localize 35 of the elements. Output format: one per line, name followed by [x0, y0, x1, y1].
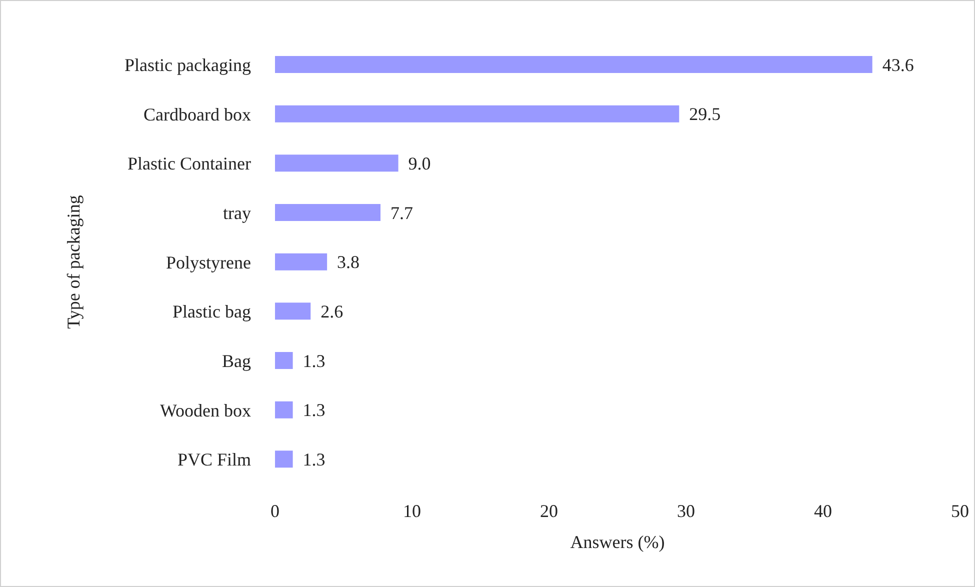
data-label: 1.3	[302, 450, 326, 470]
bar	[275, 352, 293, 369]
y-tick-label: Polystyrene	[166, 252, 251, 272]
bar	[275, 401, 293, 418]
data-label: 29.5	[689, 104, 721, 124]
data-label: 43.6	[882, 54, 914, 75]
y-axis-title: Type of packaging	[63, 195, 84, 329]
y-tick-label: Bag	[222, 351, 251, 372]
y-tick-label: Plastic bag	[172, 302, 251, 322]
x-tick-label: 30	[677, 500, 695, 521]
x-axis-title: Answers (%)	[570, 532, 665, 552]
data-label: 2.6	[320, 302, 344, 322]
bar	[275, 253, 328, 270]
y-tick-label: Plastic packaging	[124, 55, 251, 76]
y-tick-label: PVC Film	[177, 450, 251, 470]
bar	[275, 450, 293, 468]
x-tick-label: 50	[951, 500, 969, 521]
bar	[275, 105, 680, 122]
bar	[275, 154, 398, 172]
data-label: 1.3	[302, 350, 326, 371]
y-tick-label: Plastic Container	[128, 154, 251, 174]
x-tick-label: 40	[814, 500, 832, 521]
bar	[275, 56, 872, 73]
data-label: 9.0	[408, 154, 431, 174]
x-tick-label: 20	[540, 500, 558, 521]
bar	[275, 302, 311, 320]
x-tick-label: 10	[403, 500, 421, 521]
y-tick-label: Wooden box	[160, 400, 251, 420]
data-label: 7.7	[390, 202, 413, 223]
x-tick-label: 0	[270, 500, 280, 521]
bar	[275, 204, 380, 221]
y-tick-label: tray	[223, 203, 251, 224]
data-label: 1.3	[302, 400, 326, 420]
y-tick-label: Cardboard box	[144, 104, 251, 124]
data-label: 3.8	[337, 252, 360, 272]
